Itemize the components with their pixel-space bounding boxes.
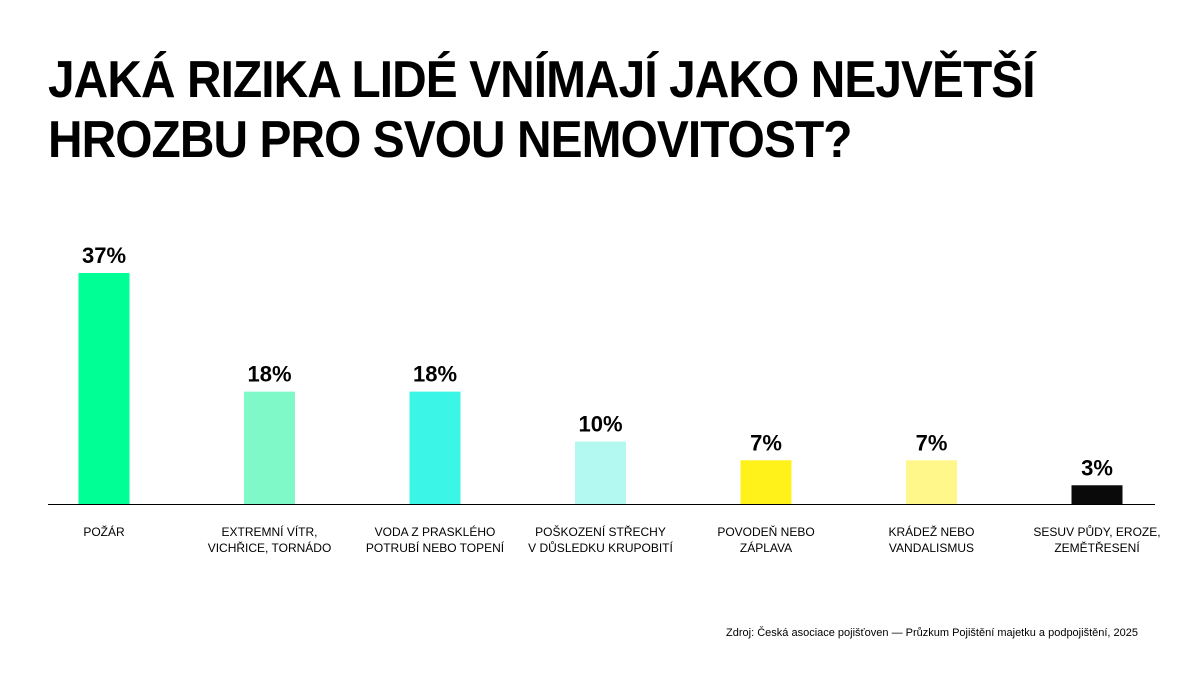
page-title: JAKÁ RIZIKA LIDÉ VNÍMAJÍ JAKO NEJVĚTŠÍ H… — [48, 50, 1060, 170]
category-label-line: V DŮSLEDKU KRUPOBITÍ — [528, 540, 673, 555]
category-label-5: POVODEŇ NEBO ZÁPLAVA — [717, 524, 814, 555]
bar-3 — [409, 391, 461, 504]
category-label-line: POVODEŇ NEBO — [717, 524, 814, 539]
title-line-1: JAKÁ RIZIKA LIDÉ VNÍMAJÍ JAKO NEJVĚTŠÍ — [48, 51, 1036, 109]
category-label-line: VICHŘICE, TORNÁDO — [208, 540, 332, 555]
category-label-line: KRÁDEŽ NEBO — [888, 524, 974, 539]
bar-1 — [78, 273, 130, 504]
title-line-2: HROZBU PRO SVOU NEMOVITOST? — [48, 111, 852, 169]
category-label-line: VANDALISMUS — [889, 541, 974, 555]
bar-value-label-7: 3% — [1081, 455, 1113, 480]
category-label-line: EXTREMNÍ VÍTR, — [221, 524, 317, 539]
category-label-6: KRÁDEŽ NEBO VANDALISMUS — [888, 524, 974, 555]
category-label-line: POTRUBÍ NEBO TOPENÍ — [366, 540, 505, 555]
bar-value-label-5: 7% — [750, 430, 782, 455]
category-label-1: POŽÁR — [83, 524, 125, 539]
category-label-2: EXTREMNÍ VÍTR, VICHŘICE, TORNÁDO — [208, 524, 332, 555]
category-label-line: SESUV PŮDY, EROZE, — [1033, 524, 1160, 539]
category-label-3: VODA Z PRASKLÉHO POTRUBÍ NEBO TOPENÍ — [366, 524, 505, 555]
category-label-7: SESUV PŮDY, EROZE, ZEMĚTŘESENÍ — [1033, 524, 1160, 555]
bar-value-label-1: 37% — [82, 243, 126, 268]
bar-6 — [906, 460, 957, 504]
bar-5 — [740, 460, 792, 504]
source-note: Zdroj: Česká asociace pojišťoven — Průzk… — [726, 627, 1138, 639]
bar-value-label-4: 10% — [578, 412, 622, 437]
bar-value-label-3: 18% — [413, 362, 457, 387]
category-label-line: ZEMĚTŘESENÍ — [1054, 540, 1140, 555]
bar-7 — [1071, 485, 1123, 504]
category-label-4: POŠKOZENÍ STŘECHY V DŮSLEDKU KRUPOBITÍ — [528, 524, 673, 555]
category-label-line: POŽÁR — [83, 524, 125, 539]
category-label-line: VODA Z PRASKLÉHO — [375, 524, 496, 539]
category-label-line: POŠKOZENÍ STŘECHY — [535, 524, 666, 539]
bar-2 — [244, 391, 295, 504]
bar-value-label-6: 7% — [916, 430, 948, 455]
bar-4 — [575, 441, 626, 504]
bar-value-label-2: 18% — [247, 362, 291, 387]
category-label-line: ZÁPLAVA — [740, 540, 792, 555]
